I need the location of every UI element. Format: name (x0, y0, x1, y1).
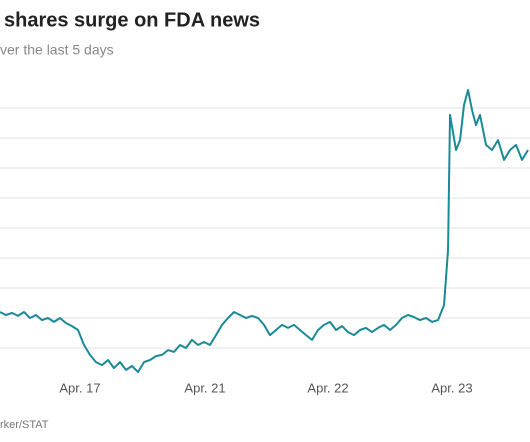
source: rker/STAT (0, 419, 49, 431)
x-tick-label: Apr. 22 (307, 380, 348, 395)
x-tick-label: Apr. 21 (184, 380, 225, 395)
chart-title: shares surge on FDA news (4, 9, 260, 31)
line (0, 89, 529, 373)
x-tick-label: Apr. 17 (59, 380, 100, 395)
x-tick-label: Apr. 23 (431, 380, 472, 395)
chart-subtitle: ver the last 5 days (0, 42, 114, 58)
